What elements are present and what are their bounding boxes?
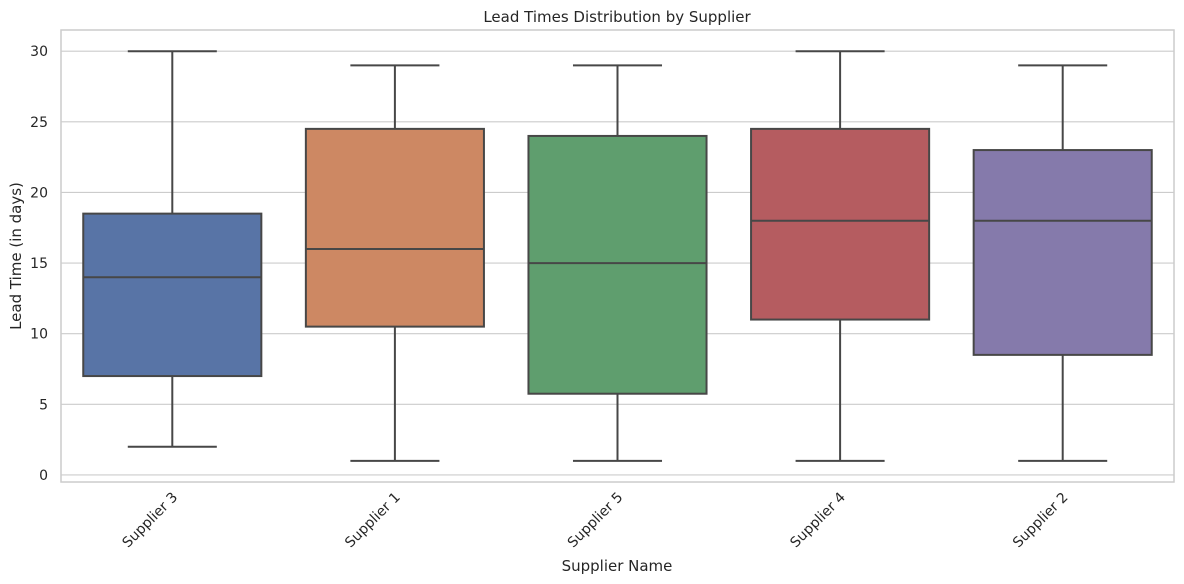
x-tick-label: Supplier 2 [1010, 490, 1072, 552]
x-tick-label: Supplier 5 [565, 490, 627, 552]
y-tick-labels: 0 5 10 15 20 25 30 [30, 44, 48, 484]
y-tick-label: 20 [30, 185, 48, 201]
y-tick-label: 10 [30, 327, 48, 343]
x-tick-label: Supplier 3 [120, 490, 182, 552]
y-tick-label: 25 [30, 115, 48, 131]
y-tick-label: 30 [30, 44, 48, 60]
x-axis-title: Supplier Name [562, 557, 673, 575]
iqr-box [750, 127, 931, 321]
iqr-box [972, 149, 1153, 356]
box-supplier-3 [82, 50, 263, 448]
iqr-box [527, 134, 708, 395]
x-tick-label: Supplier 1 [342, 490, 404, 552]
iqr-box [304, 127, 485, 328]
box-supplier-2 [972, 64, 1153, 462]
x-tick-label: Supplier 4 [787, 489, 849, 551]
plot-area [60, 29, 1175, 483]
y-tick-label: 0 [39, 468, 48, 484]
y-tick-label: 5 [39, 397, 48, 413]
box-supplier-1 [304, 64, 485, 462]
boxes [82, 50, 1153, 462]
chart-title: Lead Times Distribution by Supplier [483, 8, 751, 26]
iqr-box [82, 212, 263, 378]
y-tick-label: 15 [30, 256, 48, 272]
y-axis-title: Lead Time (in days) [7, 182, 25, 330]
box-supplier-5 [527, 64, 708, 462]
box-supplier-4 [750, 50, 931, 462]
x-tick-labels: Supplier 3 Supplier 1 Supplier 5 Supplier 4… [120, 489, 1072, 551]
